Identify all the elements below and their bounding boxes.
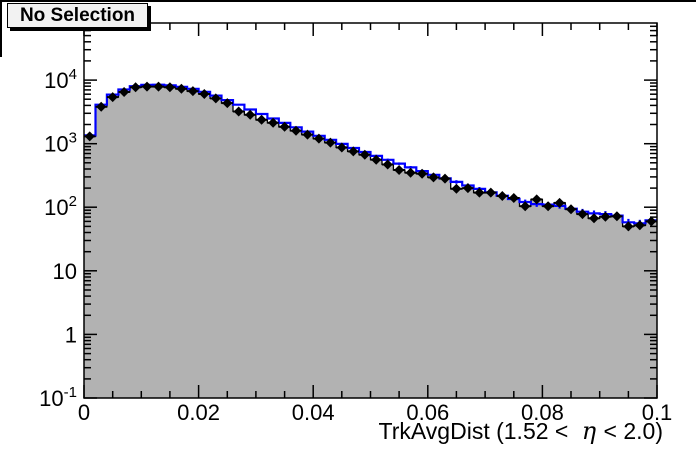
diamond-marker <box>543 201 554 212</box>
diamond-marker <box>325 137 336 148</box>
diamond-marker <box>210 93 221 104</box>
x-tick-label: 0.04 <box>292 400 335 425</box>
title-box-label: No Selection <box>19 5 136 26</box>
canvas-border <box>0 0 696 57</box>
diamond-marker <box>462 183 473 194</box>
y-tick-label: 10 <box>53 259 77 284</box>
diamond-marker <box>279 121 290 132</box>
diamond-marker <box>268 117 279 128</box>
diamond-marker <box>474 187 485 198</box>
diamond-marker <box>371 154 382 165</box>
plot-frame-and-ticks <box>83 22 658 399</box>
diamond-marker <box>520 201 531 212</box>
diamond-marker <box>405 167 416 178</box>
diamond-marker <box>554 197 565 208</box>
diamond-marker <box>440 173 450 184</box>
diamond-marker <box>164 82 175 93</box>
diamond-marker <box>577 209 588 220</box>
diamond-marker <box>84 131 95 142</box>
title-box: No Selection <box>7 3 148 28</box>
y-tick-label: 103 <box>44 130 77 157</box>
diamond-marker <box>233 106 244 117</box>
diamond-marker <box>566 204 576 215</box>
diamond-marker <box>600 211 611 222</box>
x-tick-label: 0.1 <box>642 400 673 425</box>
y-tick-label: 104 <box>44 66 77 93</box>
y-tick-label: 102 <box>44 193 77 220</box>
diamond-marker <box>428 172 439 183</box>
diamond-marker <box>623 221 634 232</box>
diamond-marker <box>508 193 519 203</box>
y-tick-label: 10-1 <box>39 384 77 411</box>
diamond-marker <box>485 187 496 198</box>
eta-symbol: η <box>581 417 597 445</box>
diamond-marker <box>394 165 405 175</box>
diamond-marker <box>359 149 370 160</box>
diamond-marker <box>634 220 645 231</box>
diamond-marker <box>417 168 428 179</box>
x-tick-label: 0 <box>78 400 90 425</box>
diamond-marker <box>291 125 301 136</box>
diamond-marker <box>302 129 313 140</box>
x-tick-label: 0.06 <box>406 400 449 425</box>
diamond-marker <box>119 87 130 97</box>
diamond-marker <box>256 114 267 125</box>
diamond-marker <box>611 211 622 222</box>
gray-histogram <box>84 85 657 398</box>
diamond-marker <box>96 101 107 112</box>
diamond-marker <box>107 92 118 103</box>
y-tick-label: 1 <box>65 322 77 347</box>
diamond-marker <box>187 86 198 97</box>
data-points <box>84 81 657 232</box>
diamond-marker <box>199 89 210 99</box>
diamond-marker <box>336 142 347 153</box>
x-axis-title-pre: TrkAvgDist (1.52 < <box>378 418 575 444</box>
diamond-marker <box>531 194 542 205</box>
x-axis-title: TrkAvgDist (1.52 < η < 2.0) <box>379 417 663 445</box>
diamond-marker <box>176 83 187 94</box>
diamond-marker <box>348 146 359 157</box>
diamond-marker <box>497 191 508 201</box>
diamond-marker <box>142 81 152 92</box>
x-tick-label: 0.02 <box>177 400 220 425</box>
diamond-marker <box>245 109 256 120</box>
diamond-marker <box>313 133 324 144</box>
diamond-marker <box>382 159 393 170</box>
x-axis-title-post: < 2.0) <box>597 418 663 444</box>
x-tick-label: 0.08 <box>521 400 564 425</box>
diamond-marker <box>222 98 233 109</box>
diamond-marker <box>451 183 462 194</box>
diamond-marker <box>130 82 141 93</box>
diamond-marker <box>153 81 164 92</box>
diamond-marker <box>589 213 599 224</box>
